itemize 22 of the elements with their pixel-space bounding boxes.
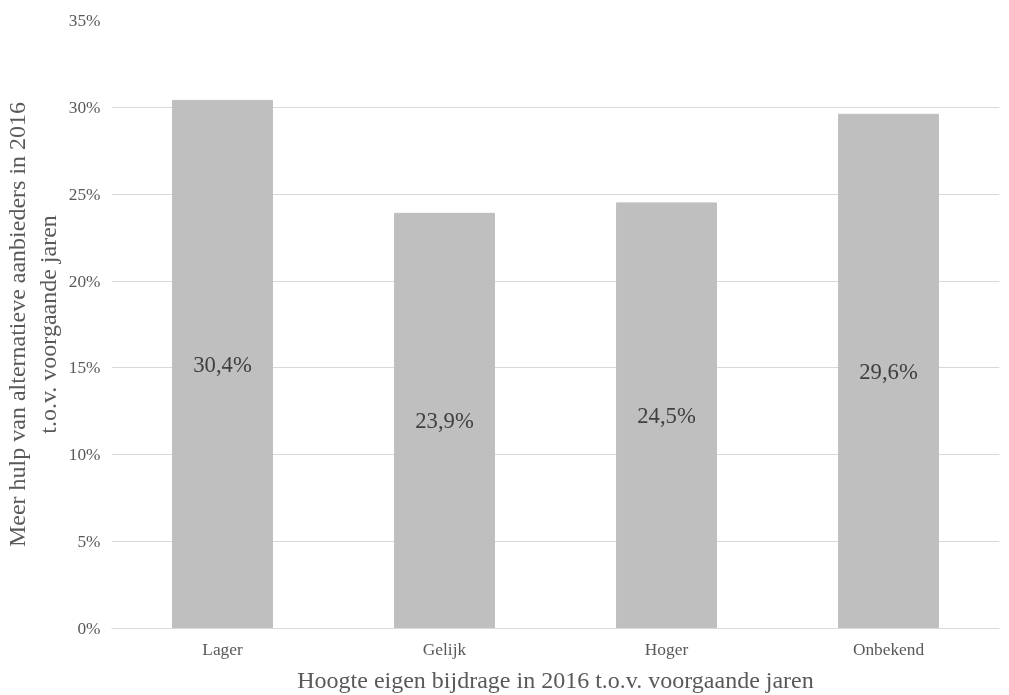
x-axis-title: Hoogte eigen bijdrage in 2016 t.o.v. voorgaande jaren — [297, 666, 814, 693]
x-tick-label: Lager — [202, 639, 243, 659]
y-tick-label: 35% — [68, 11, 101, 30]
y-tick-label: 30% — [68, 97, 101, 117]
data-label: 29,6% — [859, 358, 918, 384]
data-label: 30,4% — [193, 351, 252, 377]
x-tick-label: Gelijk — [422, 639, 467, 659]
bar — [616, 202, 717, 629]
y-tick-label: 20% — [68, 271, 101, 291]
x-tick-label: Hoger — [644, 639, 689, 659]
data-label: 24,5% — [637, 403, 696, 429]
x-tick-label: Onbekend — [852, 639, 925, 659]
bar — [172, 99, 273, 629]
y-tick-label: 25% — [68, 184, 101, 204]
y-tick-label: 0% — [77, 619, 101, 638]
y-tick-label: 10% — [68, 445, 101, 465]
data-label: 23,9% — [415, 408, 474, 434]
y-tick-label: 15% — [68, 358, 101, 378]
y-tick-label: 5% — [77, 532, 101, 552]
bar — [838, 113, 939, 629]
y-axis-title: Meer hulp van alternatieve aanbieders in 2016 t.o.v. voorgaande jaren — [3, 101, 61, 548]
bar — [394, 212, 495, 629]
